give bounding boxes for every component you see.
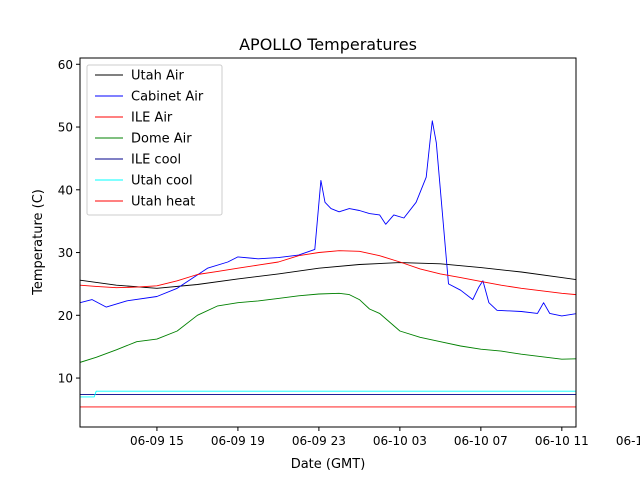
x-tick-label: 06-09 15 [130,434,184,448]
x-tick-label: 06-10 03 [373,434,427,448]
series-line-cabinet-air [80,120,576,317]
series-line-utah-air [80,262,576,289]
y-tick-label: 50 [58,121,73,135]
x-axis: 06-09 15 06-09 19 06-09 23 06-10 03 06-10 07… [130,427,640,448]
x-tick-label: 06-09 19 [211,434,265,448]
y-tick-label: 20 [58,309,73,323]
series-line-utah-heat [80,406,576,408]
legend-label-utah-cool: Utah cool [131,174,193,189]
series-line-dome-air [80,292,576,363]
legend: Utah Air Cabinet Air ILE Air Dome Air ILE co… [86,64,223,216]
series-line-ile-air [80,250,576,296]
x-tick-label: 06-10 11 [535,434,589,448]
y-axis: 10 20 30 40 50 60 [58,58,80,386]
y-tick-label: 10 [58,372,73,386]
series-line-ile-cool [80,393,576,395]
series-layer [80,120,576,408]
chart-title: APOLLO Temperatures [239,35,417,54]
series-line-utah-cool [80,390,576,398]
plot-frame [79,57,577,428]
legend-label-ile-air: ILE Air [131,111,173,126]
legend-label-dome-air: Dome Air [131,132,192,147]
y-tick-label: 30 [58,246,73,260]
legend-label-ile-cool: ILE cool [131,153,181,168]
x-tick-label: 06-10 15 [616,434,640,448]
x-tick-label: 06-10 07 [454,434,508,448]
legend-label-utah-heat: Utah heat [131,195,195,210]
legend-label-cabinet-air: Cabinet Air [131,90,204,105]
y-tick-label: 40 [58,183,73,197]
y-axis-label: Temperature (C) [31,189,46,296]
legend-label-utah-air: Utah Air [131,69,184,84]
x-axis-label: Date (GMT) [291,457,366,472]
legend-box [86,64,223,216]
y-tick-label: 60 [58,58,73,72]
x-tick-label: 06-09 23 [292,434,346,448]
